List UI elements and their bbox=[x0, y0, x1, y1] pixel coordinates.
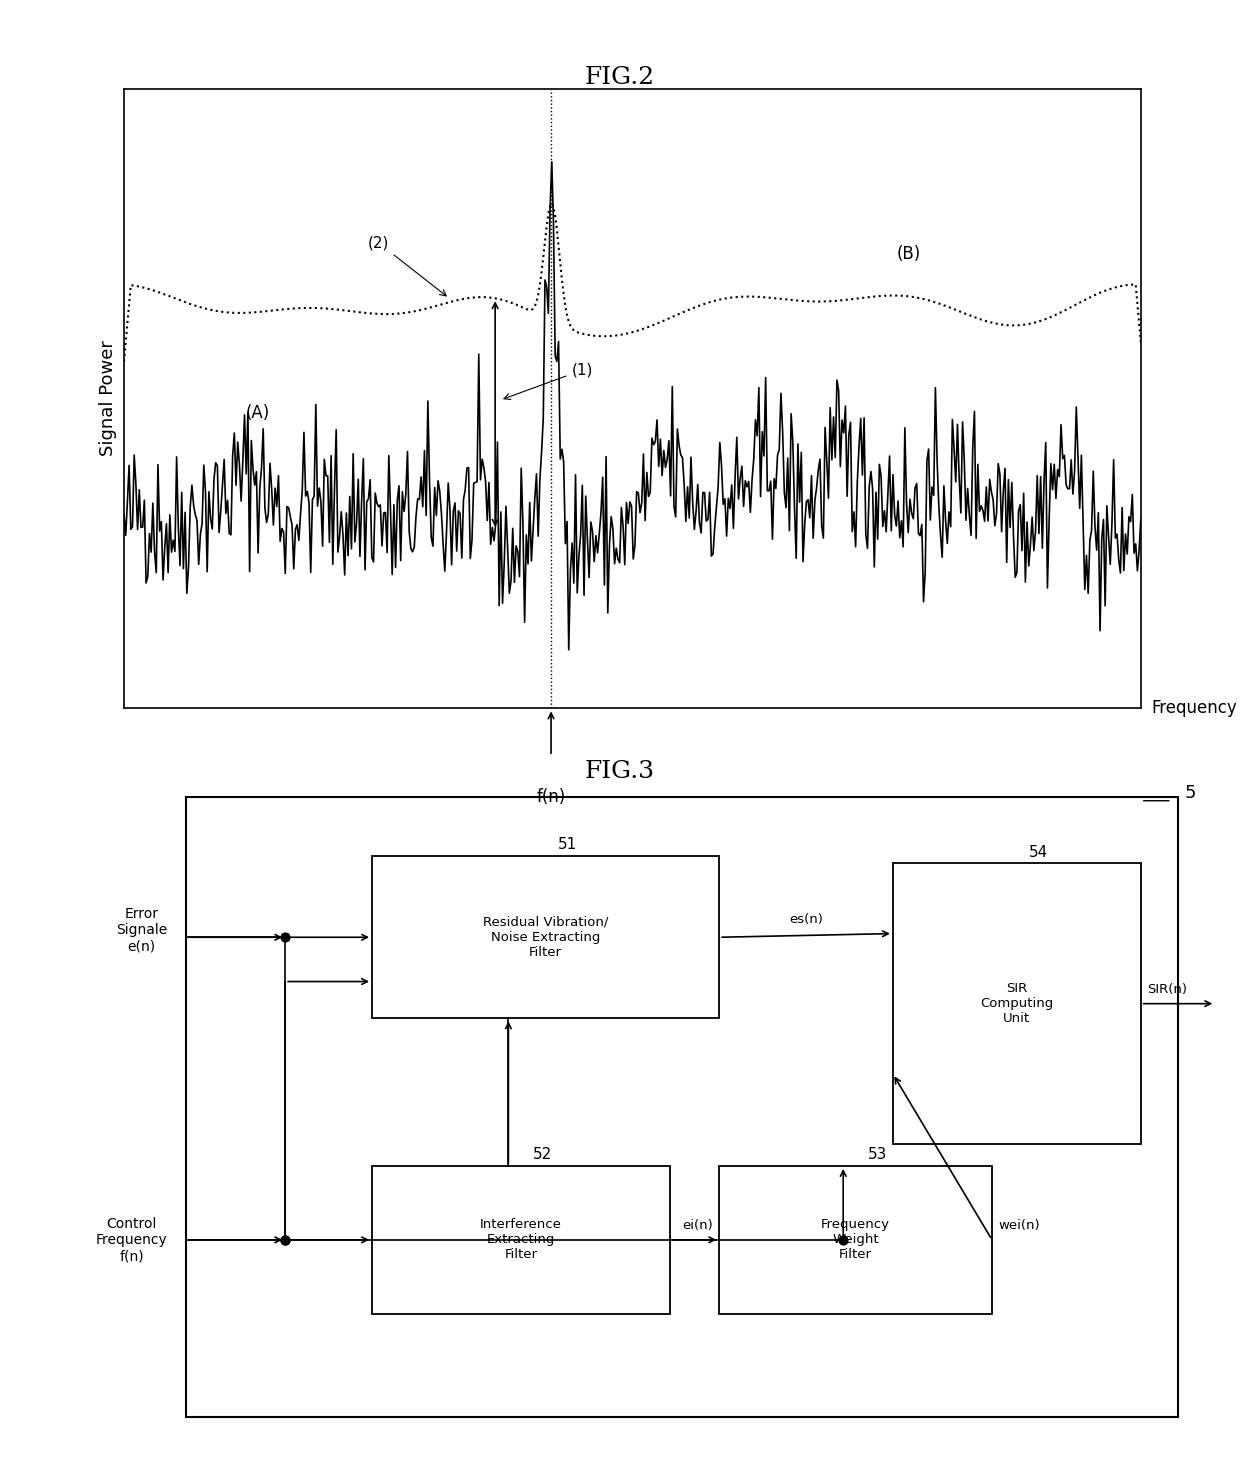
Bar bbox=[372, 1166, 670, 1314]
Text: (B): (B) bbox=[897, 245, 921, 263]
Text: SIR(n): SIR(n) bbox=[1147, 983, 1187, 996]
Text: Control
Frequency
f(n): Control Frequency f(n) bbox=[95, 1216, 167, 1263]
Text: 51: 51 bbox=[558, 837, 578, 853]
Text: wei(n): wei(n) bbox=[998, 1219, 1040, 1232]
Text: 54: 54 bbox=[1029, 844, 1049, 859]
Text: FIG.3: FIG.3 bbox=[585, 760, 655, 784]
Text: Frequency
Weight
Filter: Frequency Weight Filter bbox=[821, 1218, 890, 1262]
Text: SIR
Computing
Unit: SIR Computing Unit bbox=[980, 982, 1054, 1026]
Text: ei(n): ei(n) bbox=[682, 1219, 713, 1232]
Text: Frequency: Frequency bbox=[1151, 700, 1236, 717]
Text: es(n): es(n) bbox=[789, 914, 823, 927]
Text: 5: 5 bbox=[1184, 784, 1195, 803]
Point bbox=[833, 1228, 853, 1252]
Text: 53: 53 bbox=[868, 1147, 888, 1163]
Y-axis label: Signal Power: Signal Power bbox=[99, 341, 117, 456]
Point bbox=[275, 1228, 295, 1252]
Text: Error
Signale
e(n): Error Signale e(n) bbox=[117, 906, 167, 953]
Text: FIG.2: FIG.2 bbox=[585, 66, 655, 90]
Bar bbox=[719, 1166, 992, 1314]
Point bbox=[275, 1228, 295, 1252]
Point bbox=[275, 925, 295, 949]
Text: (2): (2) bbox=[368, 236, 446, 295]
Text: (1): (1) bbox=[503, 363, 593, 400]
Bar bbox=[893, 863, 1141, 1144]
Text: Interference
Extracting
Filter: Interference Extracting Filter bbox=[480, 1218, 562, 1262]
Text: f(n): f(n) bbox=[537, 788, 565, 806]
Bar bbox=[186, 797, 1178, 1417]
Bar bbox=[372, 856, 719, 1018]
Text: (A): (A) bbox=[246, 404, 270, 422]
Text: 52: 52 bbox=[533, 1147, 553, 1163]
Text: Residual Vibration/
Noise Extracting
Filter: Residual Vibration/ Noise Extracting Fil… bbox=[482, 915, 609, 959]
